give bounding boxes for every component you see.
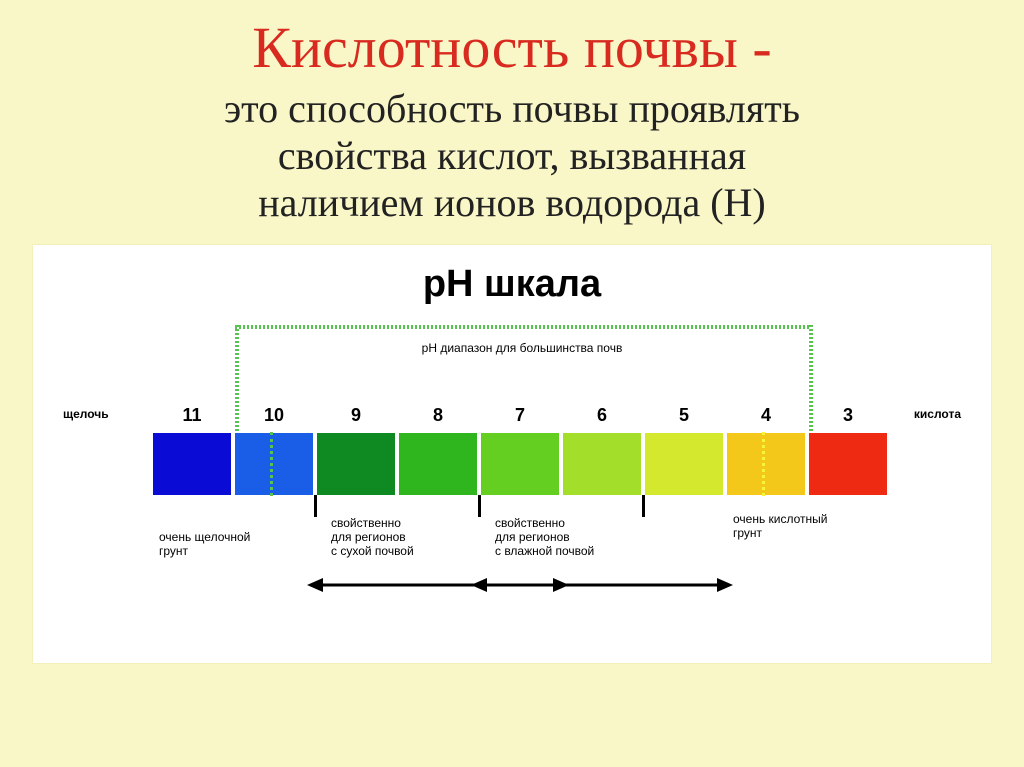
range-bracket-right [809, 325, 813, 431]
cluster-1-l3: с сухой почвой [331, 544, 414, 558]
range-label: pH диапазон для большинства почв [235, 341, 809, 355]
cluster-1-l2: для регионов [331, 530, 406, 544]
cluster-0-l1: очень щелочной [159, 530, 250, 544]
ph-cell-3 [809, 433, 887, 495]
tick-2 [314, 495, 317, 517]
ph-scale-title: pH шкала [33, 263, 991, 306]
acid-label: кислота [914, 407, 961, 421]
cluster-arrow-2 [469, 570, 735, 600]
ph-number-10: 10 [264, 405, 284, 426]
cluster-label-0: очень щелочнойгрунт [159, 531, 250, 559]
cluster-2-l3: с влажной почвой [495, 544, 594, 558]
ph-number-8: 8 [433, 405, 443, 426]
tick-4 [478, 495, 481, 517]
ph-cell-10 [235, 433, 313, 495]
ph-cell-5 [645, 433, 723, 495]
ph-number-7: 7 [515, 405, 525, 426]
ph-cell-6 [563, 433, 641, 495]
ph-number-11: 11 [182, 405, 201, 426]
dashed-marker-0 [270, 432, 273, 496]
cluster-label-3: очень кислотныйгрунт [733, 513, 828, 541]
slide-subtitle: это способность почвы проявлять свойства… [22, 85, 1002, 227]
dashed-marker-3 [762, 432, 765, 496]
ph-number-3: 3 [843, 405, 853, 426]
subtitle-line1: это способность почвы проявлять [224, 86, 800, 131]
cluster-3-l2: грунт [733, 526, 762, 540]
ph-figure: pH шкала pH диапазон для большинства почв… [32, 244, 992, 664]
ph-cell-11 [153, 433, 231, 495]
subtitle-line3: наличием ионов водорода (H) [258, 180, 765, 225]
range-bracket-top [235, 325, 809, 329]
cluster-label-2: свойственнодля регионовс влажной почвой [495, 517, 594, 558]
ph-number-9: 9 [351, 405, 361, 426]
cluster-2-l1: свойственно [495, 516, 565, 530]
cluster-label-1: свойственнодля регионовс сухой почвой [331, 517, 414, 558]
ph-number-6: 6 [597, 405, 607, 426]
cluster-2-l2: для регионов [495, 530, 570, 544]
ph-number-4: 4 [761, 405, 771, 426]
ph-cell-8 [399, 433, 477, 495]
ph-cell-4 [727, 433, 805, 495]
cluster-0-l2: грунт [159, 544, 188, 558]
alkaline-label: щелочь [63, 407, 109, 421]
ph-cell-9 [317, 433, 395, 495]
ph-number-5: 5 [679, 405, 689, 426]
subtitle-line2: свойства кислот, вызванная [278, 133, 746, 178]
cluster-3-l1: очень кислотный [733, 512, 828, 526]
ph-cell-7 [481, 433, 559, 495]
slide-title: Кислотность почвы - [22, 18, 1002, 79]
cluster-1-l1: свойственно [331, 516, 401, 530]
tick-6 [642, 495, 645, 517]
